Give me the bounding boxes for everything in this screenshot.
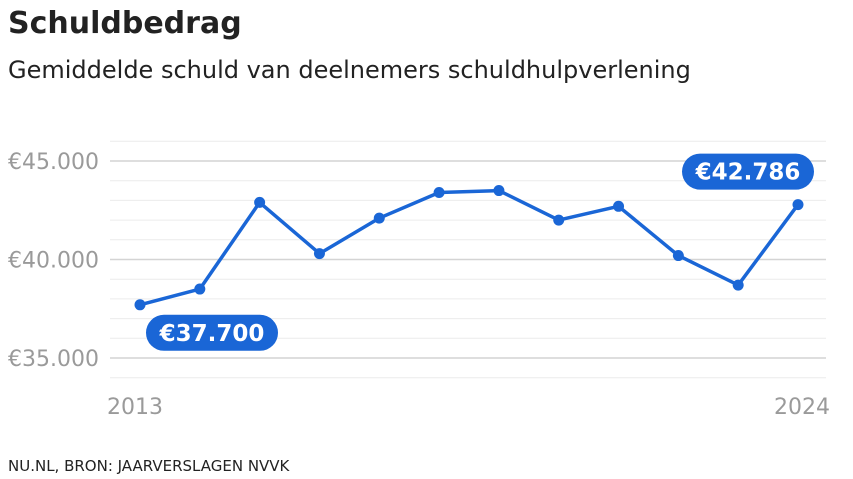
data-point	[254, 196, 266, 208]
series-line	[138, 188, 800, 307]
data-point	[134, 299, 146, 311]
data-point	[373, 212, 385, 224]
data-label: €42.786	[695, 160, 801, 186]
data-point	[194, 283, 206, 295]
data-point	[553, 214, 565, 226]
y-tick-label: €45.000	[8, 150, 99, 175]
data-label: €37.700	[159, 321, 265, 347]
data-point	[313, 248, 325, 260]
chart-subtitle: Gemiddelde schuld van deelnemers schuldh…	[8, 56, 691, 84]
y-tick-label: €40.000	[8, 249, 99, 274]
data-point	[792, 199, 804, 211]
y-tick-label: €35.000	[8, 347, 99, 372]
data-point	[433, 187, 445, 199]
x-tick-label: 2013	[107, 395, 163, 420]
source-note: NU.NL, BRON: JAARVERSLAGEN NVVK	[8, 457, 290, 475]
data-label-pill	[146, 314, 278, 351]
data-point	[613, 200, 625, 212]
data-point	[732, 279, 744, 291]
chart-title: Schuldbedrag	[8, 6, 242, 41]
data-point	[672, 250, 684, 262]
x-tick-label: 2024	[774, 395, 830, 420]
data-point	[493, 185, 505, 197]
data-label-pill	[682, 153, 814, 190]
